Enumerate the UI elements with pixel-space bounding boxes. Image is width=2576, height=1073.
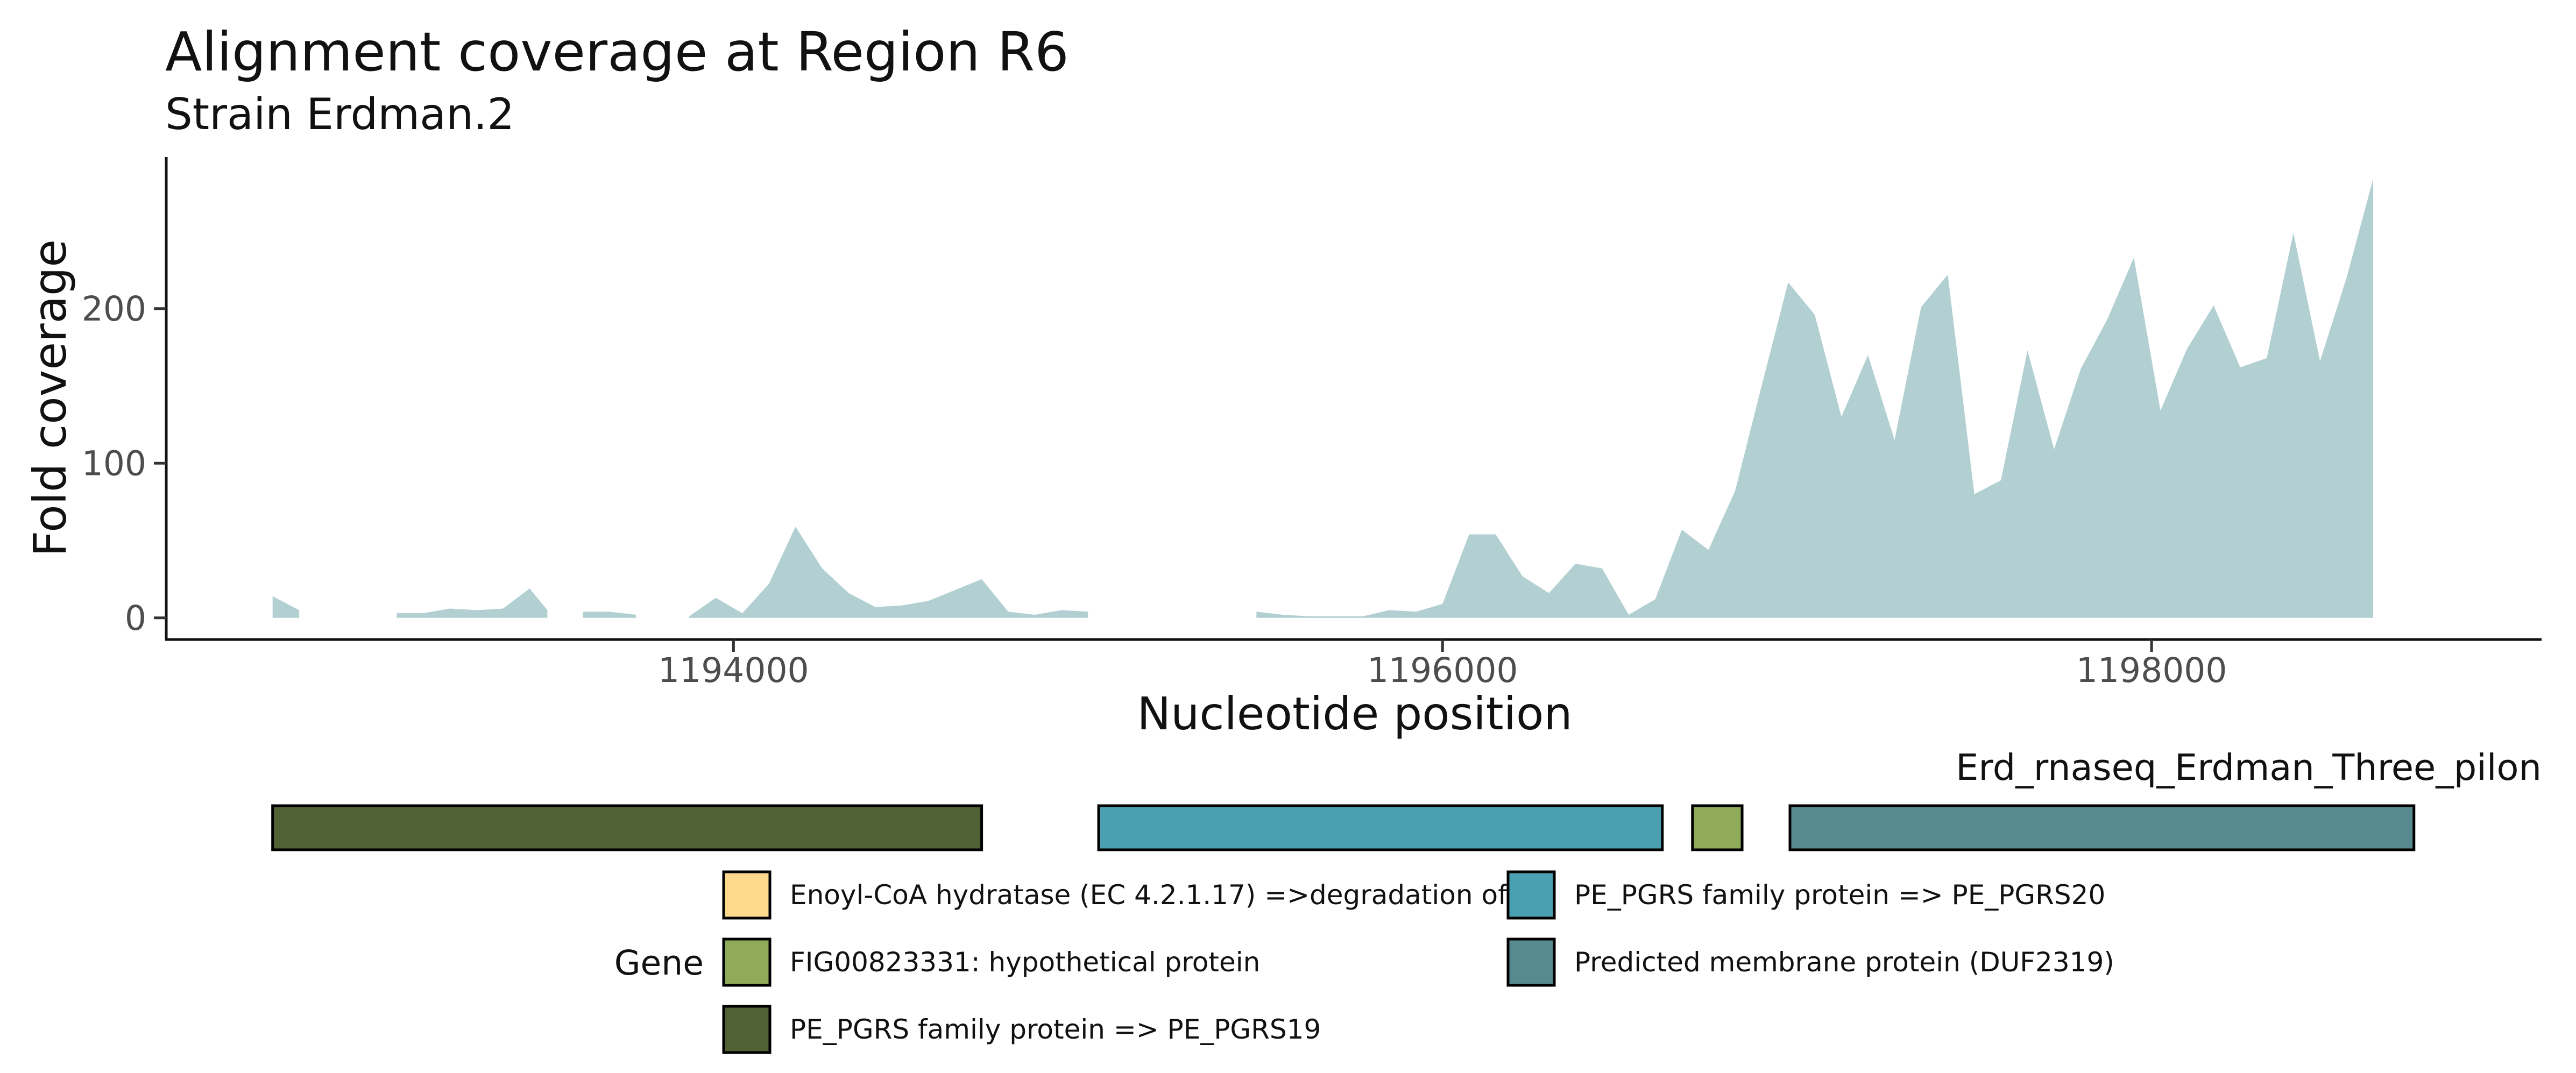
coverage-area-segment-1 xyxy=(272,596,300,618)
gene-feature-bar xyxy=(1691,804,1744,851)
coverage-area-segment-3 xyxy=(583,612,636,618)
gene-legend: Enoyl-CoA hydratase (EC 4.2.1.17) =>degr… xyxy=(722,870,2114,1054)
gene-track-label: Erd_rnaseq_Erdman_Three_pilon xyxy=(1956,747,2542,788)
legend-label: FIG00823331: hypothetical protein xyxy=(790,947,1260,978)
gene-feature-bar xyxy=(271,804,983,851)
coverage-area-segment-4 xyxy=(689,527,1088,618)
legend-label: Predicted membrane protein (DUF2319) xyxy=(1574,947,2114,978)
chart-subtitle: Strain Erdman.2 xyxy=(165,89,514,139)
gene-track xyxy=(271,804,2416,851)
y-tick-label: 100 xyxy=(82,444,146,483)
legend-key xyxy=(722,870,772,920)
y-tick-label: 200 xyxy=(82,289,146,329)
coverage-area-segment-5 xyxy=(1256,179,2373,618)
x-tick-label: 1198000 xyxy=(2076,651,2227,690)
gene-feature-bar xyxy=(1788,804,2416,851)
legend-label: PE_PGRS family protein => PE_PGRS20 xyxy=(1574,879,2105,911)
y-ticks: 0 100 200 xyxy=(82,289,166,638)
gene-feature-bar xyxy=(1097,804,1664,851)
coverage-area-layer xyxy=(272,179,2373,618)
legend-key xyxy=(722,1005,772,1054)
x-axis-title: Nucleotide position xyxy=(1137,687,1572,740)
y-axis-title: Fold coverage xyxy=(24,239,76,557)
legend-label: PE_PGRS family protein => PE_PGRS19 xyxy=(790,1014,1321,1045)
legend-label: Enoyl-CoA hydratase (EC 4.2.1.17) =>degr… xyxy=(790,879,1508,911)
y-tick-label: 0 xyxy=(125,599,146,638)
coverage-area-segment-2 xyxy=(397,588,548,618)
legend-key xyxy=(722,937,772,987)
x-ticks: 1194000 1196000 1198000 xyxy=(658,639,2227,690)
legend-key xyxy=(1506,937,1556,987)
chart-title: Alignment coverage at Region R6 xyxy=(165,20,1069,83)
legend-title: Gene xyxy=(614,943,704,983)
x-tick-label: 1194000 xyxy=(658,651,809,690)
x-tick-label: 1196000 xyxy=(1367,651,1518,690)
legend-key xyxy=(1506,870,1556,920)
